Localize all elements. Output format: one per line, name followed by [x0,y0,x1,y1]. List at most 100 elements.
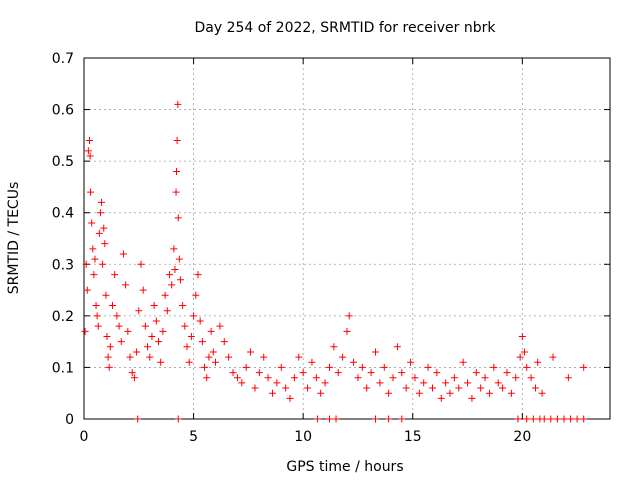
x-tick-label: 0 [80,429,89,445]
data-point [398,369,406,377]
data-point [101,240,109,248]
data-point [580,415,588,423]
data-point [172,167,180,175]
data-point [339,353,347,361]
data-point [192,291,200,299]
data-point [334,369,342,377]
data-point [446,389,454,397]
data-point [529,415,537,423]
data-point [290,374,298,382]
chart-title: Day 254 of 2022, SRMTID for receiver nbr… [194,20,496,36]
data-point [251,384,259,392]
data-point [580,363,588,371]
data-point [564,374,572,382]
data-point [124,327,132,335]
data-point [354,374,362,382]
data-point [171,265,179,273]
data-point [198,338,206,346]
data-point [494,379,502,387]
data-point [92,302,100,310]
data-point [385,415,393,423]
data-point [141,322,149,330]
data-point [148,332,156,340]
data-point [128,369,136,377]
data-point [455,384,463,392]
x-tick-label: 15 [404,429,422,445]
data-point [527,374,535,382]
data-point [567,415,575,423]
data-point [268,389,276,397]
data-point [531,384,539,392]
data-point [173,137,181,145]
y-tick-label: 0.2 [52,309,74,325]
data-point [93,312,101,320]
data-point [507,389,515,397]
data-point [89,245,97,253]
data-point [203,374,211,382]
data-point [398,415,406,423]
data-point [94,322,102,330]
data-point [442,379,450,387]
data-point [325,415,333,423]
data-point [220,338,228,346]
data-point [190,312,198,320]
data-point [385,389,393,397]
data-point [437,394,445,402]
data-point [201,363,209,371]
data-point [428,384,436,392]
data-point [534,358,542,366]
data-point [196,317,204,325]
data-point [175,255,183,263]
data-point [523,363,531,371]
data-point [415,389,423,397]
data-point [553,415,561,423]
data-point [273,379,281,387]
data-point [174,415,182,423]
data-point [523,415,531,423]
data-point [146,353,154,361]
data-point [547,415,555,423]
data-point [464,379,472,387]
data-point [87,188,95,196]
data-point [229,369,237,377]
y-axis-label: SRMTID / TECUs [6,182,22,295]
data-point [161,291,169,299]
data-point [371,415,379,423]
data-point [183,343,191,351]
data-point [350,358,358,366]
data-point [367,369,375,377]
data-point [242,363,250,371]
data-point [393,343,401,351]
data-point [144,343,152,351]
data-point [345,312,353,320]
y-tick-label: 0.6 [52,103,74,119]
data-point [468,394,476,402]
data-point [376,379,384,387]
y-tick-label: 0.7 [52,51,74,67]
data-point [308,358,316,366]
data-point [477,384,485,392]
data-point [179,302,187,310]
data-point [103,332,111,340]
data-point [155,338,163,346]
data-point [95,229,103,237]
data-point [321,379,329,387]
data-point [433,369,441,377]
data-point [126,353,134,361]
data-point [277,363,285,371]
data-point [358,363,366,371]
data-point [538,389,546,397]
data-point [363,384,371,392]
data-point [459,358,467,366]
data-point [86,152,94,160]
data-point [516,353,524,361]
data-point [185,358,193,366]
data-point [343,327,351,335]
data-point [407,358,415,366]
data-point [216,322,224,330]
y-tick-label: 0.1 [52,360,74,376]
data-point [90,271,98,279]
data-point [485,389,493,397]
data-point [490,363,498,371]
data-point [84,147,92,155]
